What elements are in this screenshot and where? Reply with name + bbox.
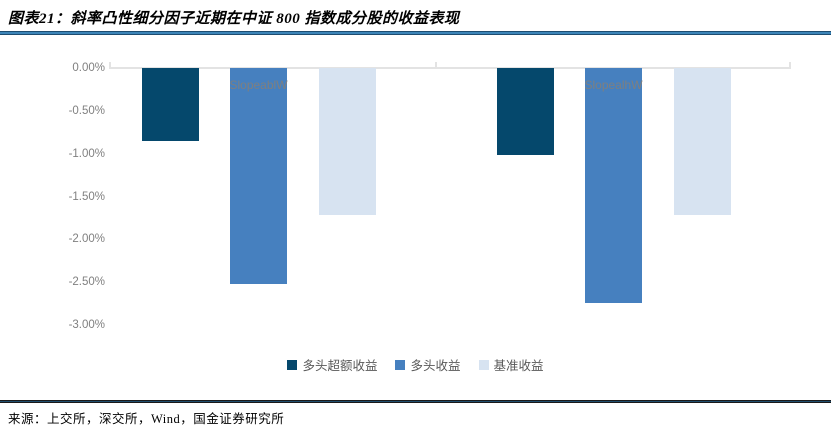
category-label: SlopealhW — [584, 78, 643, 92]
legend-label: 多头收益 — [410, 359, 461, 373]
source-note: 来源：上交所，深交所，Wind，国金证券研究所 — [8, 412, 285, 426]
bar-基准收益-SlopealhW — [673, 68, 731, 215]
bar-多头收益-SlopeablW — [230, 68, 287, 284]
x-axis-tick — [109, 62, 111, 69]
y-axis-tick-label: -2.00% — [68, 233, 105, 246]
bar-多头收益-SlopealhW — [585, 68, 642, 303]
legend-item: 多头超额收益 — [287, 355, 377, 374]
legend-swatch-icon — [287, 359, 298, 370]
bar-多头超额收益-SlopealhW — [496, 68, 554, 156]
x-axis-tick — [435, 62, 437, 69]
y-axis-tick-label: -0.50% — [68, 104, 105, 117]
bar-基准收益-SlopeablW — [318, 68, 376, 216]
footer-divider — [0, 400, 831, 403]
legend-label: 多头超额收益 — [302, 359, 378, 373]
y-axis-tick-label: -1.00% — [68, 147, 105, 160]
y-axis-tick-label: -2.50% — [68, 276, 105, 289]
chart-legend: 多头超额收益 多头收益 基准收益 — [0, 355, 831, 374]
x-axis-tick — [789, 62, 791, 69]
bar-多头超额收益-SlopeablW — [141, 68, 199, 141]
figure-title: 图表21：斜率凸性细分因子近期在中证 800 指数成分股的收益表现 — [8, 11, 460, 27]
y-axis-tick-label: -3.00% — [68, 319, 105, 332]
title-divider — [0, 31, 831, 35]
y-axis-tick-label: -1.50% — [68, 190, 105, 203]
y-axis-tick-label: 0.00% — [72, 62, 105, 74]
legend-label: 基准收益 — [493, 359, 544, 373]
legend-swatch-icon — [478, 359, 489, 370]
legend-swatch-icon — [395, 359, 406, 370]
legend-item: 多头收益 — [395, 355, 461, 374]
category-label: SlopeablW — [229, 78, 288, 92]
x-axis-line — [110, 67, 790, 69]
legend-item: 基准收益 — [478, 355, 544, 374]
